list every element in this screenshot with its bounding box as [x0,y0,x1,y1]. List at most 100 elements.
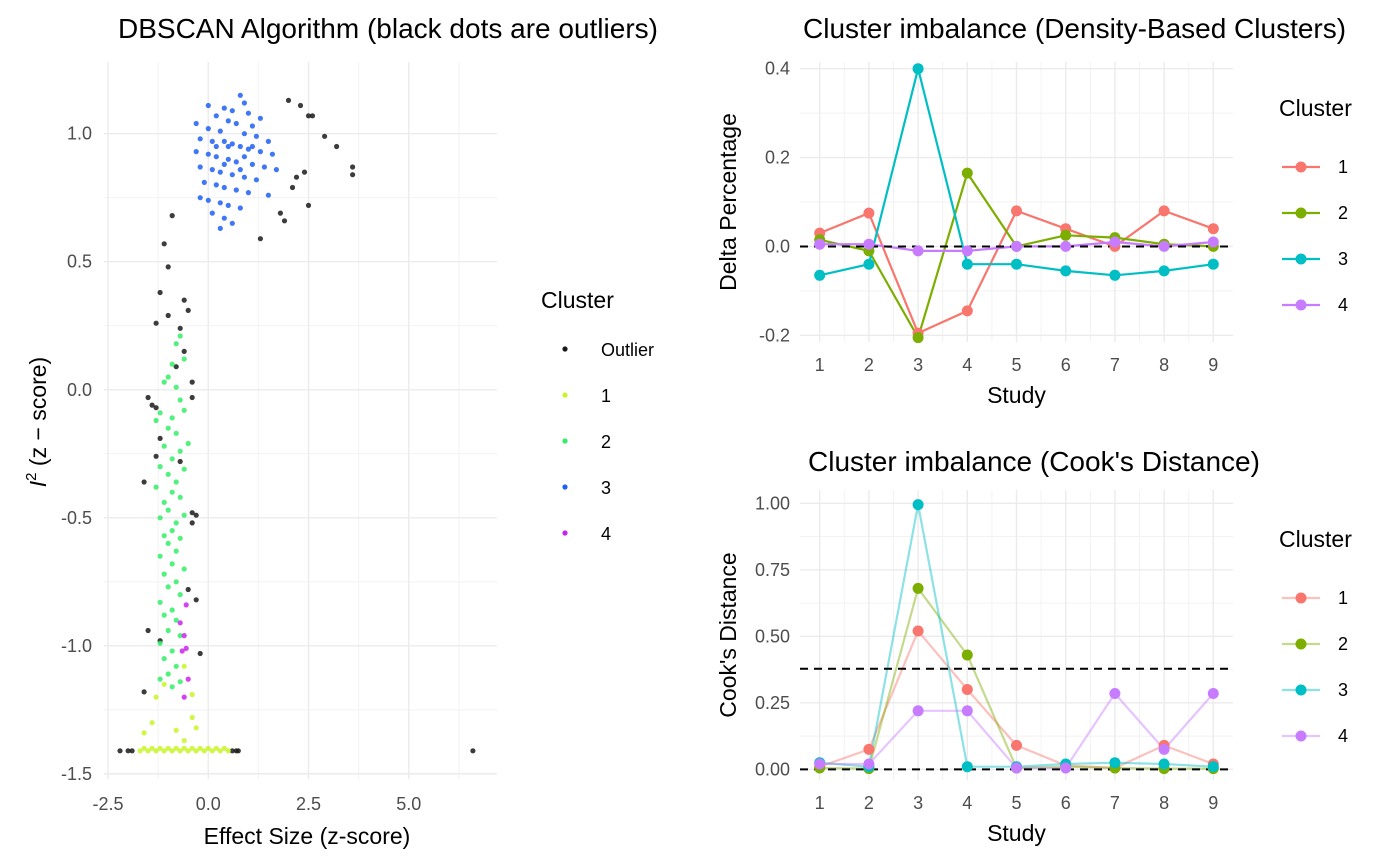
scatter-point-cluster-outlier [235,748,241,754]
scatter-point-cluster-4 [185,676,191,682]
scatter-point-cluster-2 [177,633,183,639]
x-tick-label: 7 [1110,793,1120,813]
scatter-point-cluster-outlier [165,312,171,319]
scatter-point-cluster-3 [237,92,243,98]
y-tick-label: 0.25 [755,693,790,713]
legend-label: 1 [601,386,611,406]
data-point-cluster-4 [1109,236,1121,248]
scatter-point-cluster-2 [177,494,183,500]
scatter-point-cluster-1 [173,745,179,751]
scatter-point-cluster-2 [161,443,167,449]
scatter-point-cluster-outlier [185,307,191,313]
x-tick-label: 0.0 [196,794,221,814]
data-point-cluster-1 [961,684,973,695]
scatter-point-cluster-outlier [309,113,316,119]
scatter-point-cluster-4 [183,645,189,652]
legend-key-outlier [562,346,568,352]
legend-label: 4 [1338,295,1348,315]
scatter-point-cluster-1 [149,720,155,726]
scatter-point-cluster-3 [269,151,275,157]
scatter-point-cluster-2 [157,410,163,416]
legend-title: Cluster [1279,526,1352,552]
data-point-cluster-4 [1011,762,1022,774]
scatter-point-cluster-outlier [157,435,163,441]
scatter-point-cluster-2 [169,456,175,462]
scatter-point-cluster-2 [177,333,183,339]
scatter-point-cluster-1 [193,725,199,731]
x-tick-label: 6 [1061,355,1071,375]
scatter-point-cluster-2 [169,684,175,690]
scatter-point-cluster-1 [157,745,163,751]
scatter-point-cluster-2 [157,599,163,605]
scatter-point-cluster-outlier [165,264,171,270]
x-tick-label: 5.0 [396,794,421,814]
scatter-point-cluster-3 [221,138,227,144]
scatter-point-cluster-2 [177,448,183,454]
legend-key-point [1295,299,1307,311]
scatter-point-cluster-3 [197,136,203,142]
scatter-point-cluster-1 [213,745,219,751]
scatter-point-cluster-outlier [350,164,356,170]
scatter-point-cluster-3 [209,167,215,173]
data-point-cluster-3 [1109,757,1121,769]
x-tick-label: 2.5 [296,794,321,814]
scatter-point-cluster-2 [157,553,163,559]
scatter-point-cluster-4 [177,620,183,626]
scatter-point-cluster-1 [169,748,175,754]
scatter-point-cluster-outlier [177,458,183,465]
scatter-point-cluster-3 [241,100,247,106]
y-axis-label-superscript: 2 [23,472,40,480]
scatter-point-cluster-2 [173,520,179,526]
scatter-point-cluster-2 [165,627,171,634]
scatter-point-cluster-2 [165,671,171,677]
scatter-point-cluster-3 [193,120,199,127]
scatter-point-cluster-1 [177,748,183,754]
data-point-cluster-4 [814,238,826,250]
scatter-point-cluster-3 [221,215,227,221]
data-point-cluster-2 [961,649,973,661]
scatter-point-cluster-1 [149,745,155,751]
scatter-point-cluster-outlier [350,172,356,178]
scatter-point-cluster-outlier [181,348,187,354]
legend-key-point [1295,730,1307,742]
scatter-point-cluster-2 [181,466,187,472]
data-point-cluster-1 [863,207,875,219]
scatter-point-cluster-outlier [153,405,159,411]
y-tick-label: 0.75 [755,560,790,580]
x-tick-label: 1 [815,355,825,375]
legend-key-2 [562,438,568,444]
scatter-point-cluster-3 [273,167,279,173]
y-tick-label: -0.2 [759,325,790,345]
scatter-point-cluster-2 [157,515,163,521]
y-tick-label: 0.4 [765,59,790,79]
scatter-point-cluster-2 [161,612,167,618]
scatter-point-cluster-2 [169,415,175,421]
data-point-cluster-3 [961,258,973,270]
scatter-point-cluster-outlier [322,133,328,139]
y-tick-label: -1.0 [61,636,92,656]
scatter-point-cluster-2 [173,617,179,623]
scatter-point-cluster-2 [161,571,167,577]
data-point-cluster-4 [1011,240,1022,252]
scatter-point-cluster-3 [229,108,235,114]
scatter-point-cluster-2 [169,361,175,367]
scatter-point-cluster-outlier [334,143,340,150]
legend-label: 4 [601,524,611,544]
x-tick-label: 9 [1208,793,1218,813]
dbscan-scatter-panel: -2.5 0.0 2.5 5.0 -1.5 -1.0 -0.5 0.0 0.5 1.0 DBSCAN… [23,13,658,849]
scatter-point-cluster-3 [217,225,223,231]
x-tick-label: 9 [1208,355,1218,375]
scatter-point-cluster-2 [173,384,179,390]
scatter-point-cluster-1 [221,745,227,751]
data-point-cluster-4 [912,705,924,717]
scatter-point-cluster-2 [181,356,187,362]
y-tick-label: 0.0 [67,380,92,400]
scatter-point-cluster-1 [225,748,231,754]
data-point-cluster-2 [912,332,924,344]
legend-title: Cluster [1279,95,1352,121]
x-tick-label: 1 [815,793,825,813]
legend-key-point [1295,684,1307,696]
scatter-point-cluster-3 [261,164,267,170]
scatter-point-cluster-3 [225,202,231,208]
scatter-point-cluster-1 [145,748,151,754]
